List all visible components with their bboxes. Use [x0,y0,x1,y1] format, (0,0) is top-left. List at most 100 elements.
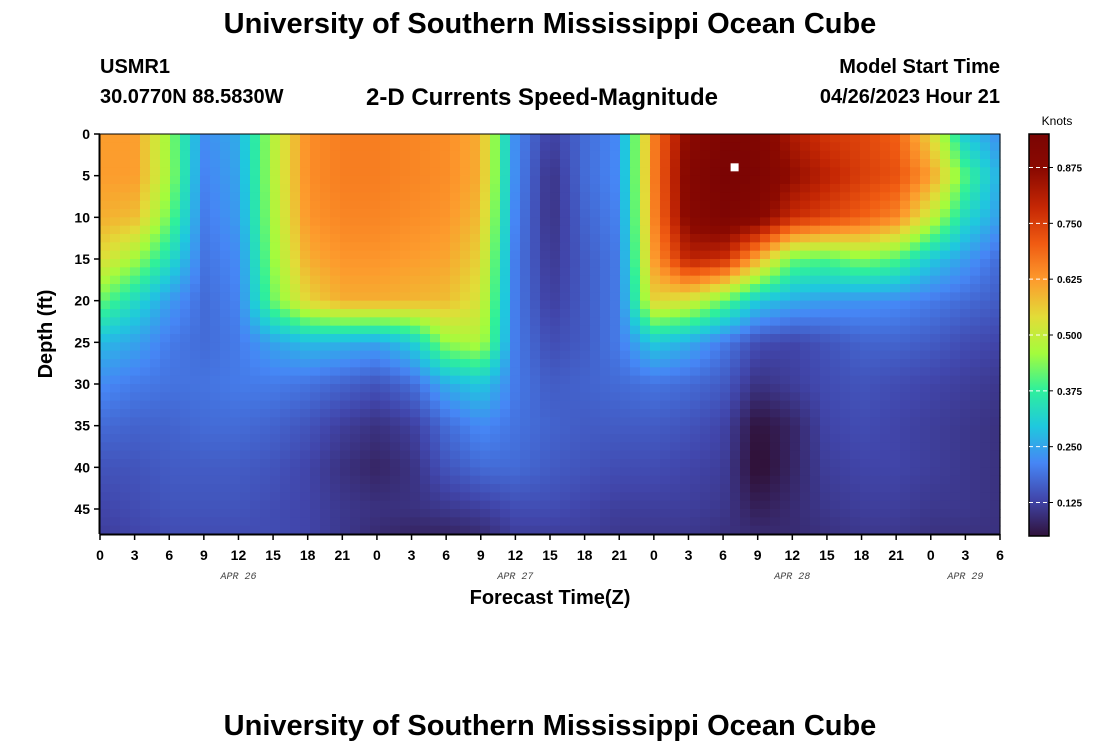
heatmap-cell [400,359,411,368]
heatmap-cell [710,500,721,510]
heatmap-cell [750,359,761,368]
heatmap-cell [480,509,491,518]
heatmap-cell [290,459,301,468]
heatmap-cell [540,267,551,277]
heatmap-cell [460,325,471,335]
heatmap-cell [180,292,191,302]
heatmap-cell [860,192,871,202]
heatmap-cell [520,367,531,377]
heatmap-cell [560,400,571,410]
heatmap-cell [750,334,761,343]
heatmap-cell [740,467,751,477]
heatmap-cell [210,384,221,393]
heatmap-cell [650,200,661,210]
heatmap-cell [710,425,721,435]
heatmap-cell [490,142,501,152]
heatmap-cell [240,425,251,435]
heatmap-cell [570,159,581,168]
heatmap-cell [630,150,641,160]
heatmap-cell [130,242,141,252]
heatmap-cell [200,417,211,427]
heatmap-cell [450,192,461,202]
heatmap-cell [560,367,571,377]
heatmap-cell [170,459,181,468]
heatmap-cell [810,167,821,177]
heatmap-cell [870,150,881,160]
heatmap-cell [870,350,881,360]
heatmap-cell [120,300,131,310]
heatmap-cell [260,325,271,335]
heatmap-cell [170,200,181,210]
heatmap-cell [150,159,161,168]
heatmap-cell [750,259,761,268]
heatmap-cell [360,175,371,185]
heatmap-cell [950,525,961,535]
heatmap-cell [380,192,391,202]
heatmap-cell [510,467,521,477]
heatmap-cell [410,309,421,318]
heatmap-cell [340,267,351,277]
heatmap-cell [750,217,761,227]
heatmap-cell [770,334,781,343]
heatmap-cell [700,350,711,360]
heatmap-cell [410,384,421,393]
heatmap-cell [350,459,361,468]
heatmap-cell [400,275,411,285]
heatmap-cell [850,159,861,168]
heatmap-cell [620,175,631,185]
heatmap-cell [160,334,171,343]
heatmap-cell [300,134,311,143]
heatmap-cell [840,242,851,252]
heatmap-cell [660,425,671,435]
heatmap-cell [810,200,821,210]
heatmap-cell [250,375,261,385]
heatmap-cell [120,142,131,152]
heatmap-cell [350,250,361,260]
heatmap-cell [970,325,981,335]
heatmap-cell [260,175,271,185]
heatmap-cell [280,317,291,327]
heatmap-cell [440,192,451,202]
heatmap-cell [770,500,781,510]
heatmap-cell [250,492,261,502]
heatmap-cell [420,250,431,260]
heatmap-cell [410,234,421,243]
heatmap-cell [510,242,521,252]
heatmap-cell [710,267,721,277]
heatmap-cell [990,475,1001,485]
heatmap-cell [790,209,801,218]
heatmap-cell [440,150,451,160]
heatmap-cell [890,434,901,443]
heatmap-cell [890,234,901,243]
heatmap-cell [720,375,731,385]
heatmap-cell [420,209,431,218]
heatmap-cell [930,359,941,368]
heatmap-cell [110,392,121,402]
heatmap-cell [560,417,571,427]
heatmap-cell [280,259,291,268]
heatmap-cell [620,225,631,235]
heatmap-cell [120,509,131,518]
heatmap-cell [620,192,631,202]
heatmap-cell [990,375,1001,385]
heatmap-cell [560,375,571,385]
heatmap-cell [920,459,931,468]
heatmap-cell [740,359,751,368]
x-day-label: APR 27 [496,572,533,583]
heatmap-cell [950,300,961,310]
heatmap-cell [780,184,791,193]
heatmap-cell [160,475,171,485]
heatmap-cell [580,242,591,252]
heatmap-cell [120,317,131,327]
heatmap-cell [670,475,681,485]
colorbar-tick-label: 0.125 [1057,499,1082,510]
heatmap-cell [820,159,831,168]
heatmap-cell [120,500,131,510]
heatmap-cell [850,392,861,402]
heatmap-cell [470,184,481,193]
heatmap-cell [110,134,121,143]
heatmap-cell [440,259,451,268]
heatmap-cell [480,350,491,360]
heatmap-cell [400,484,411,493]
heatmap-cell [390,400,401,410]
